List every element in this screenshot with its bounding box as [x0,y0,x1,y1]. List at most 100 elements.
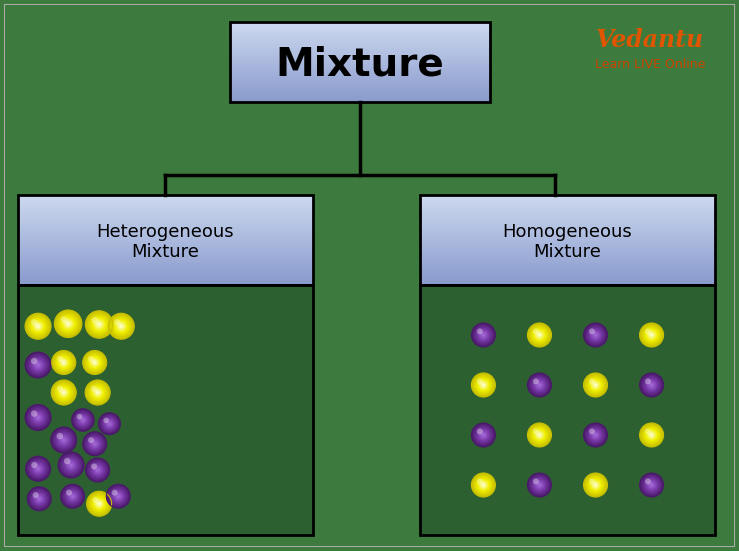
Bar [420,252,715,256]
Circle shape [35,466,41,472]
Circle shape [649,333,654,337]
Circle shape [591,381,600,389]
Circle shape [67,322,69,325]
Circle shape [474,375,493,395]
Circle shape [70,464,72,466]
Circle shape [27,355,49,375]
Circle shape [650,433,653,437]
Circle shape [93,442,97,446]
Circle shape [651,434,653,436]
Circle shape [32,491,47,506]
Circle shape [483,434,484,436]
Bar [18,195,313,198]
Circle shape [649,482,655,488]
Circle shape [528,323,551,347]
Circle shape [92,441,97,446]
Circle shape [33,320,44,332]
Circle shape [36,467,40,471]
Circle shape [30,357,46,373]
Circle shape [52,350,75,375]
Bar [230,22,490,102]
Circle shape [33,413,43,422]
Circle shape [592,331,599,339]
Circle shape [62,361,66,364]
Circle shape [92,464,103,476]
Circle shape [483,385,484,386]
Circle shape [530,375,549,395]
Circle shape [89,315,109,334]
Bar [420,240,715,243]
Bar [230,75,490,77]
Circle shape [649,433,654,437]
Circle shape [644,427,659,443]
Circle shape [58,357,69,368]
Circle shape [109,487,127,505]
Circle shape [54,430,73,450]
Circle shape [590,330,600,340]
Circle shape [38,497,41,500]
Circle shape [475,376,492,393]
Circle shape [651,484,653,485]
Circle shape [481,433,486,437]
Circle shape [528,474,551,496]
Circle shape [474,426,492,444]
Circle shape [69,492,77,500]
Circle shape [537,482,542,488]
Circle shape [78,414,89,425]
Bar [420,198,715,202]
Circle shape [528,473,551,497]
Circle shape [89,357,100,368]
Circle shape [98,502,101,506]
Bar [230,96,490,98]
Circle shape [647,380,656,390]
Circle shape [69,464,72,466]
Circle shape [531,377,548,393]
Circle shape [55,383,72,401]
Bar [230,70,490,73]
Bar [18,263,313,266]
Circle shape [472,424,495,446]
Circle shape [588,428,603,442]
Circle shape [643,426,661,444]
Circle shape [33,412,44,423]
Circle shape [644,377,659,393]
Circle shape [63,361,65,364]
Circle shape [531,427,548,443]
Bar [420,272,715,275]
Circle shape [29,408,47,426]
Circle shape [476,478,491,492]
Circle shape [89,314,109,335]
Circle shape [533,328,546,342]
Circle shape [65,488,81,504]
Circle shape [54,382,74,402]
Circle shape [595,334,596,336]
Circle shape [480,482,487,489]
Circle shape [93,466,102,474]
Circle shape [71,494,75,498]
Circle shape [480,432,486,438]
Bar [230,29,490,31]
Circle shape [589,379,602,392]
Bar [18,197,313,199]
Bar [230,97,490,100]
Circle shape [60,454,82,476]
Circle shape [36,325,40,328]
Circle shape [90,316,108,333]
Circle shape [640,374,663,396]
Circle shape [112,316,131,336]
Circle shape [475,477,492,493]
Circle shape [96,391,99,394]
Circle shape [93,465,103,475]
Circle shape [108,422,111,425]
Circle shape [533,379,539,385]
Circle shape [593,382,598,387]
Bar [18,204,313,207]
Circle shape [649,382,654,387]
Circle shape [33,360,43,370]
Circle shape [650,334,653,336]
Bar [18,209,313,212]
Circle shape [99,413,120,434]
Circle shape [479,331,488,339]
Circle shape [532,328,547,342]
Circle shape [33,412,44,423]
